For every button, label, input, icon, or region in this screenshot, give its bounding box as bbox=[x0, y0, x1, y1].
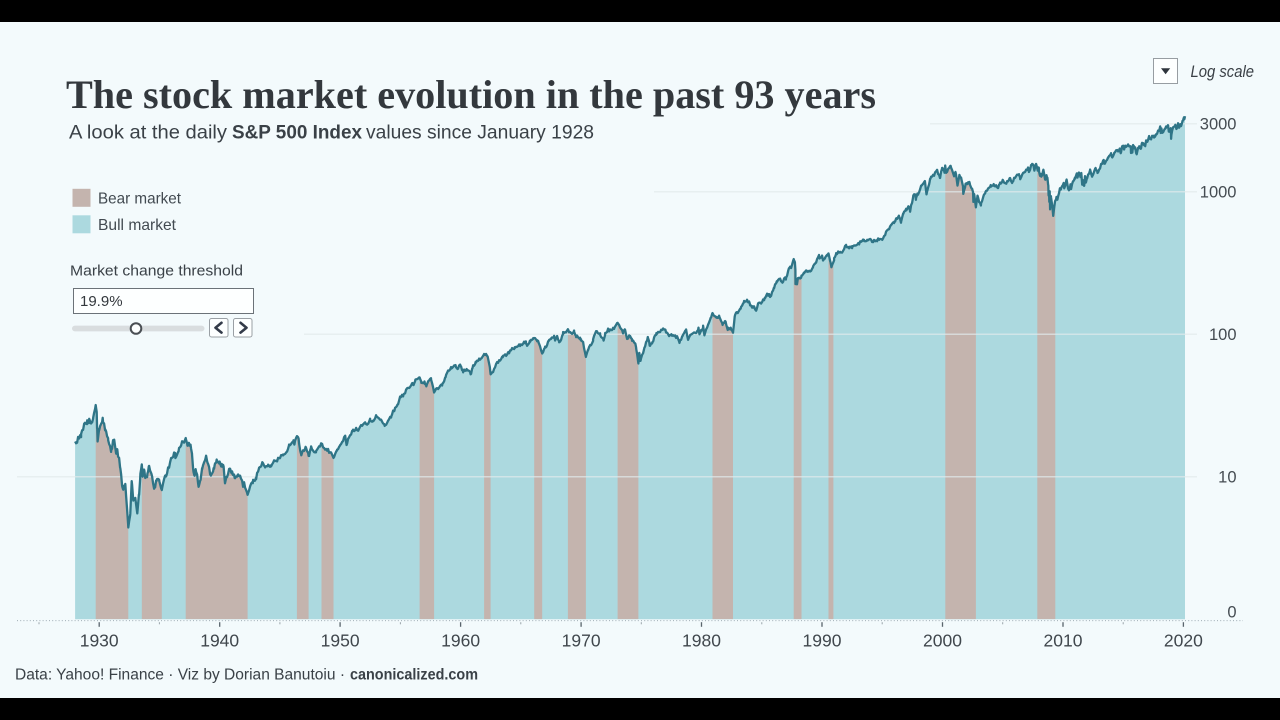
svg-text:values since January 1928: values since January 1928 bbox=[366, 122, 594, 144]
svg-text:1970: 1970 bbox=[562, 631, 601, 651]
svg-text:1960: 1960 bbox=[441, 631, 480, 651]
svg-text:Market change threshold: Market change threshold bbox=[70, 263, 243, 280]
svg-text:1950: 1950 bbox=[321, 631, 360, 651]
svg-text:Log scale: Log scale bbox=[1191, 63, 1255, 81]
svg-text:Bear market: Bear market bbox=[98, 191, 182, 208]
svg-text:2000: 2000 bbox=[923, 631, 962, 651]
svg-text:The stock market evolution in: The stock market evolution in the past 9… bbox=[66, 72, 876, 117]
svg-text:Data: Yahoo! Finance · Viz by: Data: Yahoo! Finance · Viz by Dorian Ban… bbox=[15, 667, 345, 684]
svg-text:19.9%: 19.9% bbox=[80, 293, 123, 310]
svg-text:1940: 1940 bbox=[200, 631, 239, 651]
svg-text:2020: 2020 bbox=[1164, 631, 1203, 651]
svg-text:S&P 500 Index: S&P 500 Index bbox=[232, 122, 362, 144]
svg-text:Bull market: Bull market bbox=[98, 217, 177, 234]
svg-text:100: 100 bbox=[1209, 326, 1237, 344]
svg-text:1990: 1990 bbox=[803, 631, 842, 651]
svg-text:1000: 1000 bbox=[1200, 184, 1237, 202]
svg-text:canonicalized.com: canonicalized.com bbox=[350, 667, 478, 684]
svg-text:2010: 2010 bbox=[1044, 631, 1083, 651]
svg-text:1980: 1980 bbox=[682, 631, 721, 651]
svg-text:A look at the daily: A look at the daily bbox=[69, 122, 227, 144]
svg-text:0: 0 bbox=[1227, 604, 1236, 622]
svg-text:1930: 1930 bbox=[80, 631, 119, 651]
svg-text:3000: 3000 bbox=[1200, 116, 1237, 134]
svg-text:10: 10 bbox=[1218, 469, 1236, 487]
